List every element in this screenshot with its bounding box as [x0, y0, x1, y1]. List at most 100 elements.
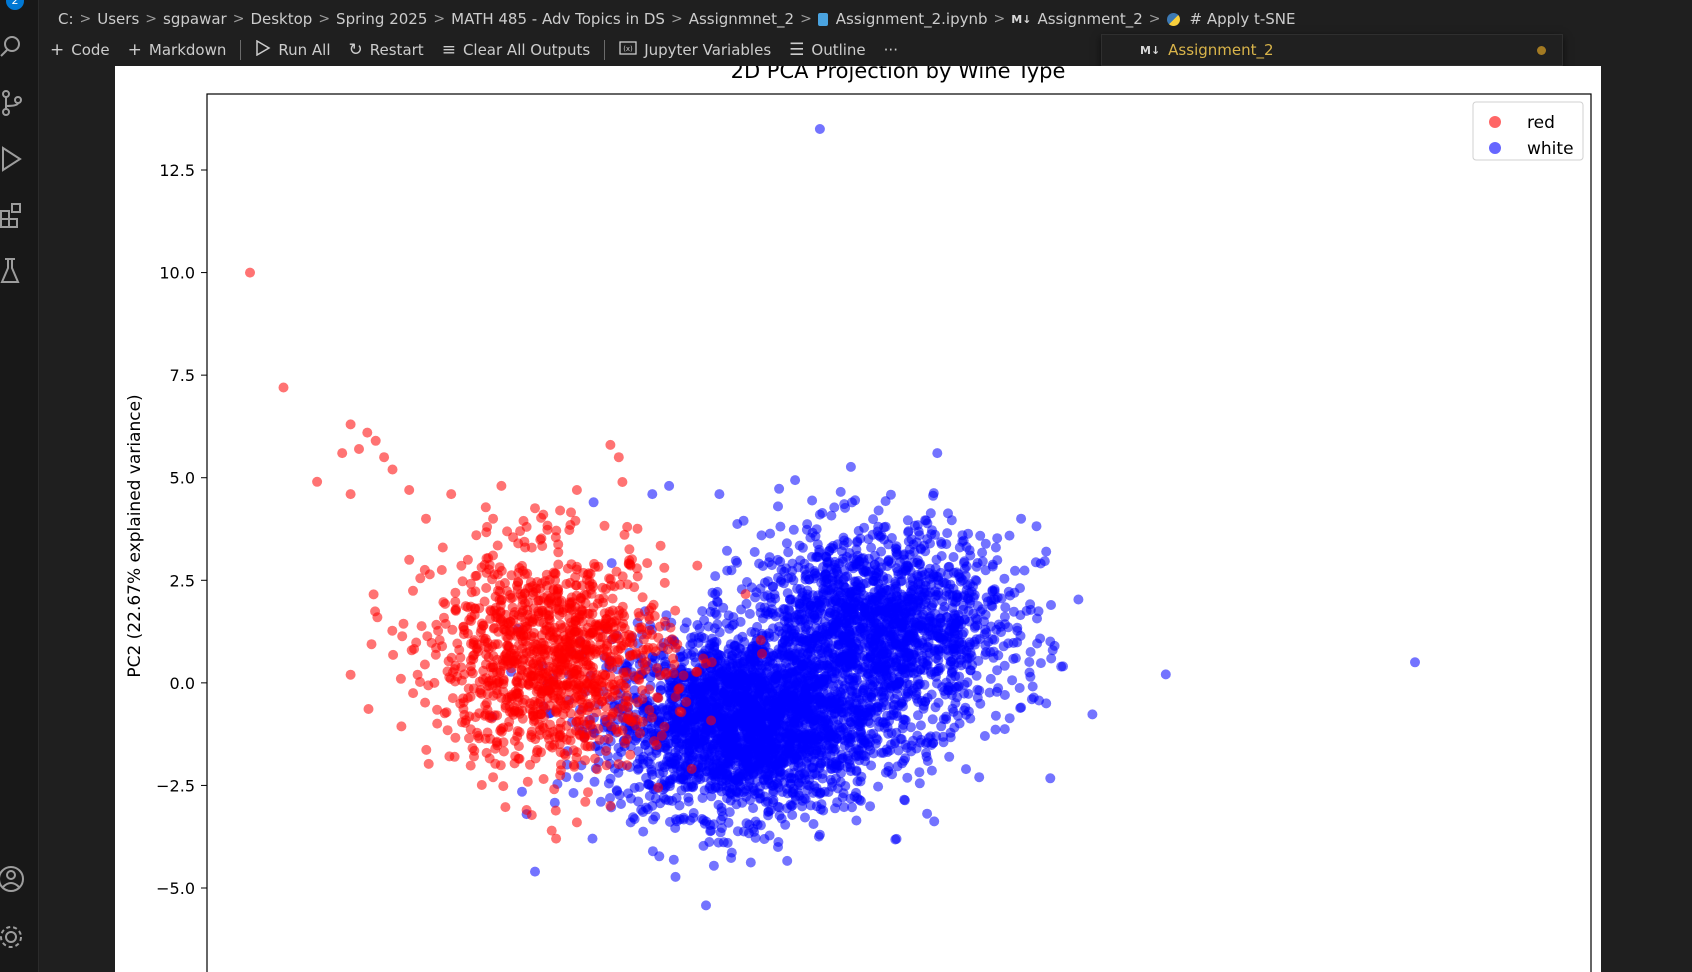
data-point-white: [744, 777, 755, 788]
data-point-white: [902, 515, 913, 526]
data-point-white: [1027, 681, 1038, 692]
data-point-white: [859, 685, 869, 695]
data-point-white: [623, 788, 634, 799]
data-point-white: [800, 812, 810, 823]
extensions-icon[interactable]: [0, 200, 30, 230]
data-point-red: [465, 578, 476, 589]
data-point-white: [677, 651, 688, 662]
settings-gear-icon[interactable]: [0, 922, 30, 952]
data-point-white: [931, 666, 942, 677]
testing-flask-icon[interactable]: [0, 256, 30, 286]
data-point-red: [538, 774, 549, 784]
data-point-white: [769, 678, 780, 689]
data-point-white: [985, 673, 996, 684]
breadcrumb-item[interactable]: Desktop: [250, 10, 313, 28]
data-point-white: [862, 692, 872, 703]
breadcrumb-item[interactable]: Assignment_2: [1037, 10, 1143, 28]
data-point-white: [749, 789, 760, 800]
jupyter-vars-label: Jupyter Variables: [644, 41, 772, 59]
data-point-white: [787, 693, 798, 704]
data-point-white: [959, 688, 970, 699]
data-point-white: [781, 563, 792, 574]
restart-button[interactable]: ↻ Restart: [349, 40, 424, 60]
data-point-white: [916, 695, 927, 706]
data-point-white: [913, 710, 923, 721]
outline-button[interactable]: ☰ Outline: [789, 40, 866, 60]
toolbar-divider: [240, 40, 242, 60]
data-point-white: [771, 706, 782, 717]
data-point-white: [890, 577, 901, 587]
outline-item-label[interactable]: Assignment_2: [1168, 41, 1274, 59]
chevron-right-icon: >: [232, 11, 245, 27]
data-point-red: [456, 560, 467, 571]
breadcrumb-item[interactable]: C:: [58, 10, 74, 28]
data-point-red: [553, 547, 564, 558]
data-point-white: [698, 633, 709, 644]
data-point-white: [914, 767, 925, 778]
data-point-white: [778, 758, 789, 769]
data-point-white: [659, 775, 670, 786]
data-point-white: [911, 743, 922, 754]
data-point-white: [902, 560, 913, 571]
data-point-white: [795, 780, 806, 791]
data-point-white: [866, 542, 877, 553]
explorer-icon[interactable]: 2: [0, 0, 30, 30]
outline-quick-pick[interactable]: M↓ Assignment_2: [1101, 34, 1563, 66]
data-point-white: [993, 619, 1004, 630]
data-point-white: [1016, 702, 1027, 713]
chevron-right-icon: >: [318, 11, 331, 27]
breadcrumb-item[interactable]: # Apply t-SNE: [1189, 10, 1296, 28]
data-point-white: [589, 776, 600, 787]
data-point-white: [685, 815, 695, 826]
data-point-white: [891, 550, 902, 561]
data-point-white: [812, 615, 823, 626]
data-point-white: [756, 530, 767, 541]
run-all-button[interactable]: Run All: [255, 39, 331, 61]
data-point-white: [549, 797, 560, 808]
data-point-white: [894, 615, 905, 626]
data-point-white: [690, 657, 701, 668]
data-point-white: [764, 725, 775, 736]
breadcrumb-item[interactable]: sgpawar: [163, 10, 227, 28]
search-icon[interactable]: [0, 32, 30, 62]
data-point-white: [774, 719, 785, 730]
data-point-white: [783, 547, 794, 558]
breadcrumb-item[interactable]: MATH 485 - Adv Topics in DS: [451, 10, 665, 28]
data-point-white: [977, 547, 988, 558]
restart-icon: ↻: [348, 40, 363, 60]
breadcrumb-item[interactable]: Users: [97, 10, 140, 28]
cell-output: 2D PCA Projection by Wine Type PC2 (22.6…: [115, 66, 1601, 972]
data-point-white: [845, 762, 856, 773]
data-point-white: [908, 662, 919, 673]
breadcrumb-item[interactable]: Assignment_2.ipynb: [835, 10, 988, 28]
source-control-icon[interactable]: [0, 88, 30, 118]
data-point-white: [722, 700, 733, 711]
data-point-white: [1033, 606, 1044, 617]
data-point-white: [707, 743, 718, 754]
data-point-white: [972, 620, 983, 631]
data-point-white: [788, 628, 799, 639]
data-point-white: [851, 787, 861, 798]
account-icon[interactable]: [0, 864, 30, 894]
more-actions-button[interactable]: ···: [884, 41, 898, 59]
chevron-right-icon: >: [145, 11, 158, 27]
add-code-cell-button[interactable]: + Code: [50, 40, 110, 60]
data-point-white: [866, 599, 877, 610]
data-point-white: [716, 823, 727, 834]
chevron-right-icon: >: [800, 11, 812, 27]
add-markdown-cell-button[interactable]: + Markdown: [128, 40, 227, 60]
breadcrumb-item[interactable]: Assignmnet_2: [688, 10, 795, 28]
data-point-white: [867, 613, 878, 624]
data-point-red: [495, 760, 506, 771]
data-point-white: [842, 750, 853, 761]
data-point-white: [817, 773, 828, 784]
data-point-white: [654, 768, 665, 779]
data-point-white: [941, 677, 952, 688]
data-point-white: [1010, 653, 1021, 664]
breadcrumb-item[interactable]: Spring 2025: [336, 10, 428, 28]
run-debug-icon[interactable]: [0, 144, 30, 174]
data-point-white: [980, 538, 991, 549]
clear-all-outputs-button[interactable]: ≡ Clear All Outputs: [442, 40, 591, 60]
jupyter-variables-button[interactable]: (x) Jupyter Variables: [619, 40, 771, 60]
